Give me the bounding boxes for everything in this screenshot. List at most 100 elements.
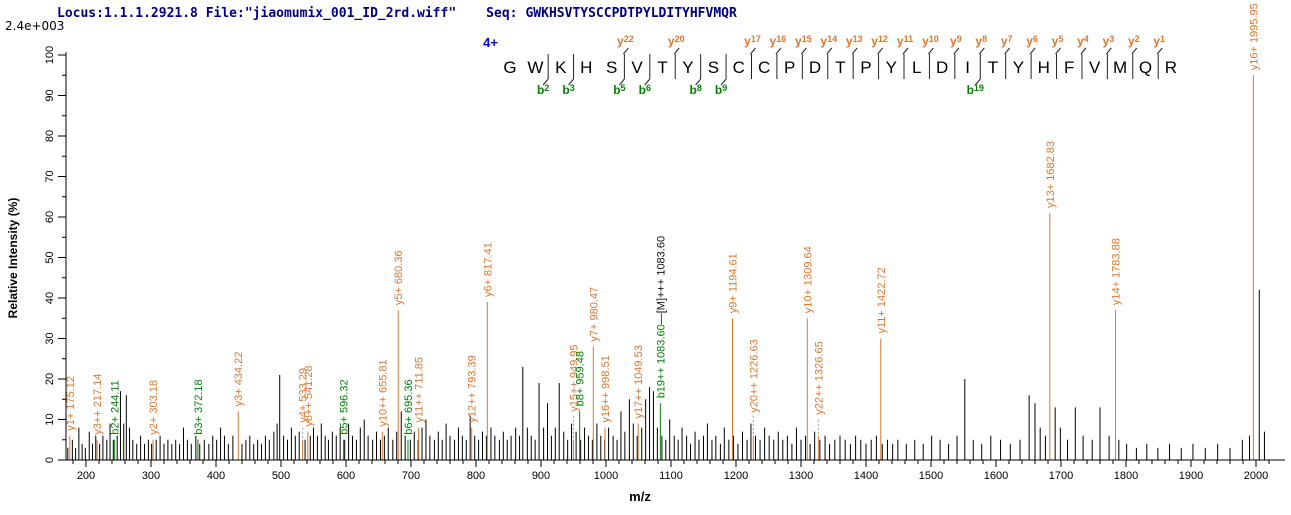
residue-W2: W: [527, 58, 543, 77]
ion-label-y22: y22: [617, 34, 634, 48]
precursor-charge-label: 4+: [483, 35, 498, 50]
peak-label-y13+: y13+ 1682.83: [1045, 141, 1057, 208]
b-ion-tick: [568, 78, 574, 86]
y-ion-tick: [928, 47, 934, 55]
peak-label-y16++: y16++ 998.51: [600, 355, 612, 422]
x-tick-label: 400: [207, 470, 225, 482]
y-tick-label: 0: [44, 457, 56, 463]
ion-label-y8: y8: [975, 34, 987, 48]
peak-label-y6+: y6+ 817.41: [482, 242, 494, 297]
residue-Q26: Q: [1139, 58, 1152, 77]
ion-label-b19: b19: [967, 83, 984, 97]
peak-label-y15++: y15++ 949.95: [568, 344, 580, 411]
peak-label-y4+: y4+ 533.29: [298, 368, 310, 423]
y-ion-tick: [800, 47, 807, 55]
peak-label-y16+: y16+ 1995.95: [1248, 3, 1260, 70]
residue-K3: K: [555, 58, 567, 77]
y-tick-label: 100: [44, 46, 56, 64]
y-ion-tick: [851, 47, 858, 55]
residue-D18: D: [936, 58, 948, 77]
annotated-peaks: [69, 75, 1254, 460]
ion-label-y10: y10: [922, 34, 939, 48]
residue-S9: S: [708, 58, 719, 77]
ion-label-y17: y17: [744, 34, 761, 48]
seq-label: Seq:: [486, 6, 518, 21]
residue-P15: P: [860, 58, 871, 77]
residue-C11: C: [758, 58, 770, 77]
residue-L17: L: [912, 58, 921, 77]
y-ion-tick: [1055, 47, 1061, 55]
peak-label-b19++: b19++ 1083.60—[M]+++ 1083.60: [655, 236, 667, 398]
peak-label-y14+: y14+ 1783.88: [1111, 238, 1123, 305]
ion-label-b3: b3: [562, 83, 574, 97]
x-tick-label: 1100: [659, 470, 683, 482]
sequence-header: Seq: GWKHSVTYSCCPDTPYLDITYHFVMQR: [486, 6, 737, 21]
residue-T20: T: [988, 58, 998, 77]
x-tick-label: 300: [142, 470, 160, 482]
ion-label-y13: y13: [846, 34, 863, 48]
peak-label-y10++: y10++ 655.81: [377, 359, 389, 426]
peak-label-y5+: y5+ 680.36: [393, 250, 405, 305]
peak-label-b3+: b3+ 372.18: [193, 379, 205, 434]
residue-V24: V: [1089, 58, 1101, 77]
peak-label-y11+: y11+ 1422.72: [876, 267, 888, 333]
ion-label-y11: y11: [897, 34, 913, 48]
residue-Y21: Y: [1013, 58, 1024, 77]
peak-label-b5+: b5+ 596.32: [339, 379, 351, 434]
y-ion-tick: [1004, 47, 1011, 55]
residue-C10: C: [733, 58, 745, 77]
ion-label-y2: y2: [1128, 34, 1140, 48]
peak-label-y11++: y11++ 711.85: [414, 357, 426, 423]
peak-label-y2+: y2+ 303.18: [148, 380, 160, 435]
x-tick-label: 1900: [1179, 470, 1203, 482]
y-ion-tick: [775, 47, 782, 55]
ion-label-y20: y20: [668, 34, 685, 48]
peak-label-y20++: y20++ 1226.63: [748, 339, 760, 412]
residue-Y8: Y: [682, 58, 693, 77]
ion-label-y15: y15: [795, 34, 812, 48]
y-tick-label: 10: [44, 413, 56, 425]
ion-label-b5: b5: [613, 83, 625, 97]
b-ion-tick: [619, 78, 625, 86]
peak-label-y17++: y17++ 1049.53: [633, 345, 645, 418]
peak-labels: y1+ 175.12 y3++ 217.14 b2+ 244.11 y2+ 303.1…: [65, 3, 1261, 434]
y-axis-title: Relative Intensity (%): [6, 198, 20, 319]
b-ion-tick: [542, 78, 549, 86]
x-tick-label: 1800: [1114, 470, 1138, 482]
x-tick-label: 2000: [1244, 470, 1268, 482]
ion-label-y4: y4: [1077, 34, 1089, 48]
y-ion-tick: [1105, 47, 1112, 55]
x-tick-label: 600: [337, 470, 355, 482]
y-tick-label: 50: [44, 251, 56, 263]
residue-Y16: Y: [886, 58, 897, 77]
ion-label-y1: y1: [1153, 34, 1165, 48]
peak-label-y8++: y8++ 541.28: [303, 365, 315, 426]
peak-label-precursor: —[M]+++ 1083.60: [655, 236, 667, 324]
y-ion-tick: [1029, 47, 1036, 55]
ion-label-y16: y16: [770, 34, 787, 48]
ion-label-b8: b8: [689, 83, 701, 97]
ion-label-y5: y5: [1052, 34, 1064, 48]
x-tick-label: 1200: [724, 470, 748, 482]
y-ion-tick: [1131, 47, 1138, 55]
y-ion-tick: [623, 47, 629, 55]
peak-label-b2+: b2+ 244.11: [110, 380, 122, 435]
b-ion-tick: [720, 78, 727, 86]
residue-T14: T: [835, 58, 845, 77]
peak-label-y1+: y1+ 175.12: [65, 376, 77, 431]
residue-V6: V: [631, 58, 643, 77]
residue-M25: M: [1113, 58, 1127, 77]
y-tick-label: 20: [44, 373, 56, 385]
ion-label-y14: y14: [820, 34, 837, 48]
header-bar: Locus:1.1.1.2921.8 File:"jiaomumix_001_I…: [57, 6, 737, 21]
residue-G1: G: [503, 58, 516, 77]
y-tick-label: 90: [44, 89, 56, 101]
peak-label-y12++: y12++ 793.39: [467, 355, 479, 422]
x-axis-title: m/z: [629, 489, 651, 504]
x-tick-label: 200: [77, 470, 95, 482]
peak-label-b8+: b8+ 959.48: [575, 351, 587, 406]
ion-label-y6: y6: [1026, 34, 1038, 48]
